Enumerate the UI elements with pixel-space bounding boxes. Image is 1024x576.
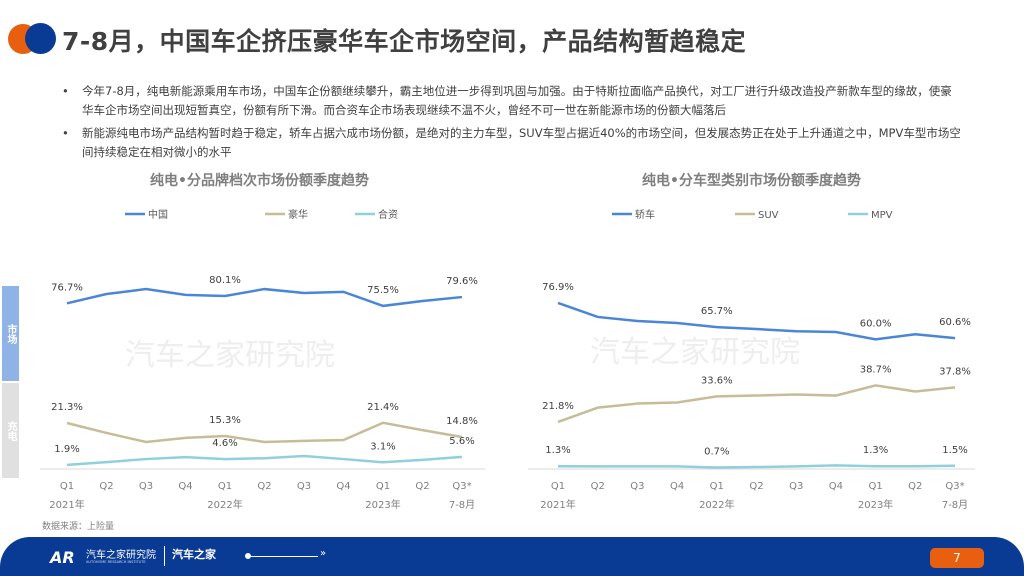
data-label: 14.8%	[446, 416, 478, 427]
x-tick-label: Q2	[99, 481, 113, 492]
page-title: 7-8月，中国车企挤压豪华车企市场空间，产品结构暂趋稳定	[62, 27, 747, 56]
x-tick-label: Q3*	[945, 481, 964, 492]
progress-dot	[245, 553, 251, 559]
year-label: 7-8月	[449, 499, 475, 511]
bullet-list: 今年7-8月，纯电新能源乘用车市场，中国车企份额继续攀升，霸主地位进一步得到巩固…	[62, 82, 962, 166]
data-label: 1.5%	[942, 445, 967, 456]
x-tick-label: Q3	[630, 481, 644, 492]
data-label: 60.6%	[939, 317, 971, 328]
x-tick-label: Q2	[591, 481, 605, 492]
data-label: 75.5%	[367, 285, 399, 296]
data-label: 76.7%	[51, 282, 83, 293]
series-line-MPV	[557, 464, 956, 469]
year-label: 2023年	[365, 498, 400, 511]
logo-dot-blue	[25, 23, 56, 54]
data-source: 数据来源：上险量	[42, 522, 115, 532]
x-tick-label: Q2	[749, 481, 763, 492]
data-label: 76.9%	[542, 282, 574, 293]
data-label: 21.8%	[542, 401, 574, 412]
x-tick-label: Q4	[336, 481, 350, 492]
x-tick-label: Q4	[829, 481, 843, 492]
x-tick-label: Q3*	[452, 481, 471, 492]
legend-label: MPV	[871, 210, 893, 221]
x-tick-label: Q1	[376, 481, 390, 492]
year-label: 2021年	[540, 498, 575, 511]
x-tick-label: Q1	[551, 481, 565, 492]
x-tick-label: Q3	[789, 481, 803, 492]
legend-label: SUV	[758, 210, 779, 221]
x-tick-label: Q3	[297, 481, 311, 492]
year-label: 2021年	[49, 498, 84, 511]
data-label: 4.6%	[212, 438, 237, 449]
x-tick-label: Q4	[178, 481, 192, 492]
progress-line	[250, 556, 318, 557]
x-tick-label: Q1	[60, 481, 74, 492]
charts-svg: 汽车之家研究院 汽车之家研究院 中国 76.7% 80.1% 75.5% 79.6% 豪华…	[40, 208, 975, 511]
legend-label: 中国	[148, 208, 168, 221]
year-label: 2023年	[858, 498, 893, 511]
data-label: 15.3%	[209, 415, 241, 426]
bullet-item: 新能源纯电市场产品结构暂时趋于稳定，轿车占据六成市场份额，是绝对的主力车型，SU…	[62, 124, 962, 162]
year-label: 2022年	[207, 498, 242, 511]
band-charging-label: 充电	[5, 420, 16, 441]
x-tick-label: Q2	[257, 481, 271, 492]
band-market-label: 市场	[5, 323, 16, 344]
data-label: 65.7%	[701, 306, 733, 317]
data-label: 38.7%	[860, 364, 892, 375]
band-charging: 充电	[2, 383, 19, 478]
watermark: 汽车之家研究院	[590, 335, 800, 370]
brand-logo: AR	[50, 548, 75, 567]
series-line-豪华	[66, 421, 463, 444]
x-tick-label: Q1	[218, 481, 232, 492]
series-line-合资	[66, 454, 463, 467]
series-line-轿车	[557, 301, 956, 341]
arrow-icon: »	[320, 548, 327, 559]
brand2-name: 汽车之家	[172, 548, 216, 561]
data-label: 37.8%	[939, 366, 971, 377]
watermark: 汽车之家研究院	[125, 338, 335, 373]
x-tick-label: Q2	[415, 481, 429, 492]
chart-title-right: 纯电•分车型类别市场份额季度趋势	[642, 173, 861, 189]
data-label: 21.4%	[367, 402, 399, 413]
series-line-SUV	[557, 384, 956, 424]
footer-bar: AR 汽车之家研究院 AUTOHOME RESEARCH INSTITUTE 汽…	[0, 537, 1024, 576]
legend-label: 轿车	[635, 208, 655, 221]
legend-label: 豪华	[288, 208, 308, 221]
brand-name: 汽车之家研究院	[86, 550, 156, 561]
data-label: 1.9%	[54, 444, 79, 455]
x-tick-label: Q1	[868, 481, 882, 492]
x-tick-label: Q1	[710, 481, 724, 492]
bullet-item: 今年7-8月，纯电新能源乘用车市场，中国车企份额继续攀升，霸主地位进一步得到巩固…	[62, 82, 962, 120]
data-label: 80.1%	[209, 275, 241, 286]
band-market: 市场	[2, 286, 19, 381]
data-label: 1.3%	[545, 445, 570, 456]
x-tick-label: Q3	[139, 481, 153, 492]
legend-label: 合资	[378, 208, 398, 221]
data-label: 21.3%	[51, 402, 83, 413]
series-line-中国	[66, 287, 463, 308]
year-label: 2022年	[699, 498, 734, 511]
data-label: 1.3%	[863, 445, 888, 456]
divider	[164, 546, 165, 566]
data-label: 33.6%	[701, 375, 733, 386]
page-number: 7	[930, 548, 984, 568]
year-label: 7-8月	[942, 499, 968, 511]
data-label: 79.6%	[446, 276, 478, 287]
brand-sub: AUTOHOME RESEARCH INSTITUTE	[86, 560, 146, 564]
data-label: 3.1%	[370, 441, 395, 452]
chart-title-left: 纯电•分品牌档次市场份额季度趋势	[150, 173, 369, 189]
data-label: 0.7%	[704, 446, 729, 457]
data-label: 5.6%	[449, 436, 474, 447]
x-tick-label: Q4	[670, 481, 684, 492]
data-label: 60.0%	[860, 318, 892, 329]
x-tick-label: Q2	[908, 481, 922, 492]
